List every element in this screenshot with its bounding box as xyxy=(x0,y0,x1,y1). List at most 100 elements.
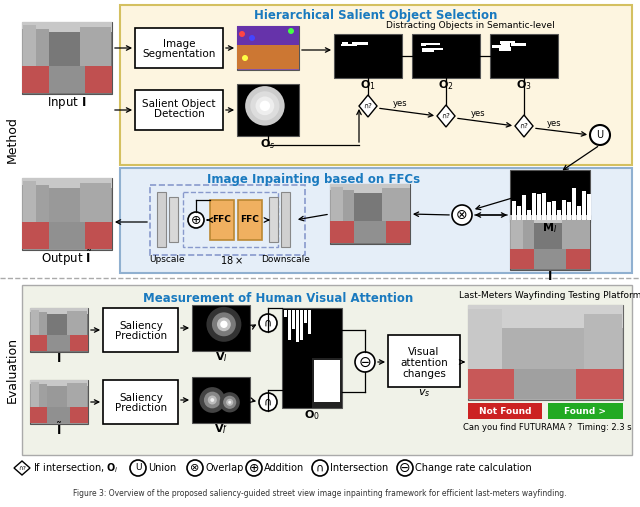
Text: Segmentation: Segmentation xyxy=(142,49,216,59)
Bar xyxy=(281,192,290,247)
Bar xyxy=(548,403,623,419)
Bar xyxy=(468,309,502,375)
Bar xyxy=(80,183,111,229)
Circle shape xyxy=(207,307,241,342)
Text: ∩: ∩ xyxy=(316,463,324,473)
Bar xyxy=(183,192,278,247)
Bar xyxy=(572,188,576,220)
Bar xyxy=(334,34,402,78)
Circle shape xyxy=(200,387,225,413)
Text: Union: Union xyxy=(148,463,176,473)
Bar xyxy=(517,206,521,220)
Bar xyxy=(30,407,88,423)
Circle shape xyxy=(245,86,285,126)
Circle shape xyxy=(223,396,236,409)
Text: Image Inpainting based on FFCs: Image Inpainting based on FFCs xyxy=(207,172,420,186)
Bar xyxy=(103,308,178,352)
Circle shape xyxy=(259,393,277,411)
Bar xyxy=(562,219,590,254)
Bar xyxy=(30,308,88,352)
Bar xyxy=(330,184,410,193)
Bar xyxy=(22,29,49,72)
Bar xyxy=(330,221,410,243)
Bar xyxy=(422,48,434,52)
Bar xyxy=(237,26,299,45)
Bar xyxy=(312,358,342,408)
Text: $\mathbf{O}_2$: $\mathbf{O}_2$ xyxy=(438,78,454,92)
Text: $\mathbf{O}_1$: $\mathbf{O}_1$ xyxy=(360,78,376,92)
Text: $\mathbf{O}_3$: $\mathbf{O}_3$ xyxy=(516,78,532,92)
Circle shape xyxy=(211,398,214,402)
Text: Found >: Found > xyxy=(564,407,606,416)
Bar xyxy=(308,310,311,334)
Circle shape xyxy=(130,460,146,476)
Bar xyxy=(30,312,47,338)
Text: Distracting Objects in Semantic-level: Distracting Objects in Semantic-level xyxy=(386,21,554,30)
Text: Evaluation: Evaluation xyxy=(6,337,19,403)
Bar xyxy=(300,310,303,340)
Bar xyxy=(30,335,88,351)
Text: Measurement of Human Visual Attention: Measurement of Human Visual Attention xyxy=(143,292,413,305)
Bar xyxy=(412,34,480,78)
Bar xyxy=(67,311,87,339)
Bar xyxy=(534,249,566,269)
Bar xyxy=(304,310,307,323)
Circle shape xyxy=(255,96,275,115)
Text: U: U xyxy=(596,130,604,140)
Circle shape xyxy=(220,392,240,412)
Bar xyxy=(522,195,526,220)
Text: $\mathbf{I}$: $\mathbf{I}$ xyxy=(547,270,552,282)
Bar xyxy=(23,181,36,231)
Bar xyxy=(49,66,85,93)
Bar xyxy=(135,28,223,68)
Bar xyxy=(342,42,348,44)
Text: ⊖: ⊖ xyxy=(399,461,411,475)
Text: FFC: FFC xyxy=(241,215,259,225)
Bar xyxy=(345,44,354,46)
Bar xyxy=(502,41,515,43)
Bar xyxy=(501,43,510,47)
Bar xyxy=(269,197,278,242)
Text: $\mathbf{I}$: $\mathbf{I}$ xyxy=(56,351,61,365)
Text: Input $\mathbf{I}$: Input $\mathbf{I}$ xyxy=(47,95,86,111)
Bar xyxy=(292,310,295,329)
Circle shape xyxy=(312,460,328,476)
Circle shape xyxy=(242,55,248,61)
Bar xyxy=(510,170,590,222)
Text: yes: yes xyxy=(547,119,562,127)
Polygon shape xyxy=(14,461,30,475)
Bar xyxy=(512,201,516,220)
Bar xyxy=(425,43,440,45)
Bar xyxy=(23,25,36,75)
Bar xyxy=(514,369,576,399)
Text: Figure 3: Overview of the proposed saliency-guided street view image inpainting : Figure 3: Overview of the proposed salie… xyxy=(73,489,567,498)
Bar xyxy=(547,202,551,220)
Bar xyxy=(192,305,250,351)
Polygon shape xyxy=(515,115,533,137)
Text: ∩?: ∩? xyxy=(520,123,529,129)
Bar xyxy=(500,41,509,44)
Text: attention: attention xyxy=(400,358,448,368)
Text: ∩: ∩ xyxy=(264,397,272,407)
Bar xyxy=(238,200,262,240)
Bar xyxy=(22,66,112,93)
Bar xyxy=(22,22,112,94)
Bar xyxy=(47,407,70,423)
Bar xyxy=(468,305,623,328)
Bar xyxy=(330,184,410,244)
Bar xyxy=(30,380,88,386)
Text: Intersection: Intersection xyxy=(330,463,388,473)
Bar xyxy=(388,335,460,387)
Text: Prediction: Prediction xyxy=(115,331,167,341)
Bar xyxy=(557,210,561,220)
Bar xyxy=(237,84,299,136)
Text: FFC: FFC xyxy=(212,215,232,225)
Circle shape xyxy=(246,460,262,476)
Text: Prediction: Prediction xyxy=(115,403,167,413)
Bar xyxy=(567,202,571,220)
Bar xyxy=(22,222,112,249)
Circle shape xyxy=(452,205,472,225)
Circle shape xyxy=(220,320,228,328)
Bar xyxy=(542,193,546,220)
Text: Hierarchical Salient Object Selection: Hierarchical Salient Object Selection xyxy=(254,10,498,22)
